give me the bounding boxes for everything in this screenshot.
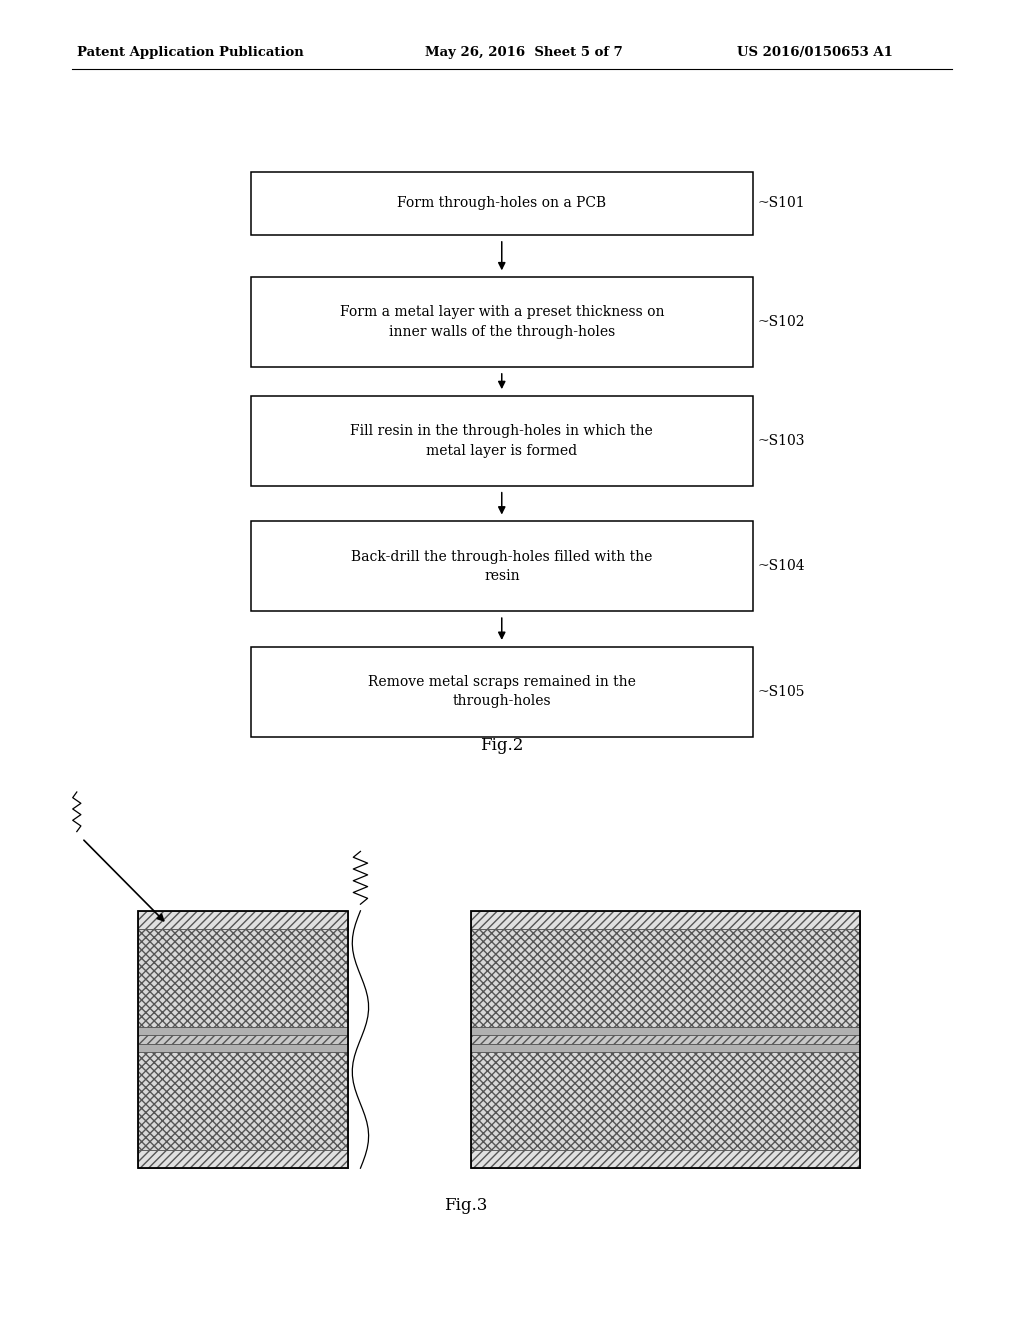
- Text: May 26, 2016  Sheet 5 of 7: May 26, 2016 Sheet 5 of 7: [425, 46, 623, 59]
- Text: ~S104: ~S104: [758, 560, 806, 573]
- Bar: [138, 929, 348, 1027]
- Text: Fig.3: Fig.3: [444, 1197, 487, 1213]
- Bar: [251, 521, 753, 611]
- Text: Patent Application Publication: Patent Application Publication: [77, 46, 303, 59]
- Bar: [138, 1150, 348, 1168]
- Text: ~S101: ~S101: [758, 197, 806, 210]
- Text: Back-drill the through-holes filled with the
resin: Back-drill the through-holes filled with…: [351, 549, 652, 583]
- Text: Remove metal scraps remained in the
through-holes: Remove metal scraps remained in the thro…: [368, 675, 636, 709]
- Text: US 2016/0150653 A1: US 2016/0150653 A1: [737, 46, 893, 59]
- Bar: [251, 277, 753, 367]
- Bar: [138, 1035, 348, 1044]
- Bar: [251, 396, 753, 486]
- Bar: [138, 911, 348, 929]
- Bar: [471, 929, 860, 1027]
- Bar: [138, 1052, 348, 1150]
- Bar: [471, 911, 860, 929]
- Text: ~S105: ~S105: [758, 685, 805, 698]
- Bar: [471, 1035, 860, 1044]
- Bar: [251, 172, 753, 235]
- Text: ~S102: ~S102: [758, 315, 805, 329]
- Bar: [251, 647, 753, 737]
- Text: Form a metal layer with a preset thickness on
inner walls of the through-holes: Form a metal layer with a preset thickne…: [340, 305, 664, 339]
- Bar: [471, 1044, 860, 1052]
- Text: ~S103: ~S103: [758, 434, 805, 447]
- Text: Form through-holes on a PCB: Form through-holes on a PCB: [397, 197, 606, 210]
- Bar: [138, 911, 348, 1168]
- Bar: [471, 1150, 860, 1168]
- Text: Fig.2: Fig.2: [480, 738, 523, 754]
- Bar: [138, 1044, 348, 1052]
- Text: Fill resin in the through-holes in which the
metal layer is formed: Fill resin in the through-holes in which…: [350, 424, 653, 458]
- Bar: [471, 911, 860, 1168]
- Bar: [138, 1027, 348, 1035]
- Bar: [471, 1027, 860, 1035]
- Bar: [471, 1052, 860, 1150]
